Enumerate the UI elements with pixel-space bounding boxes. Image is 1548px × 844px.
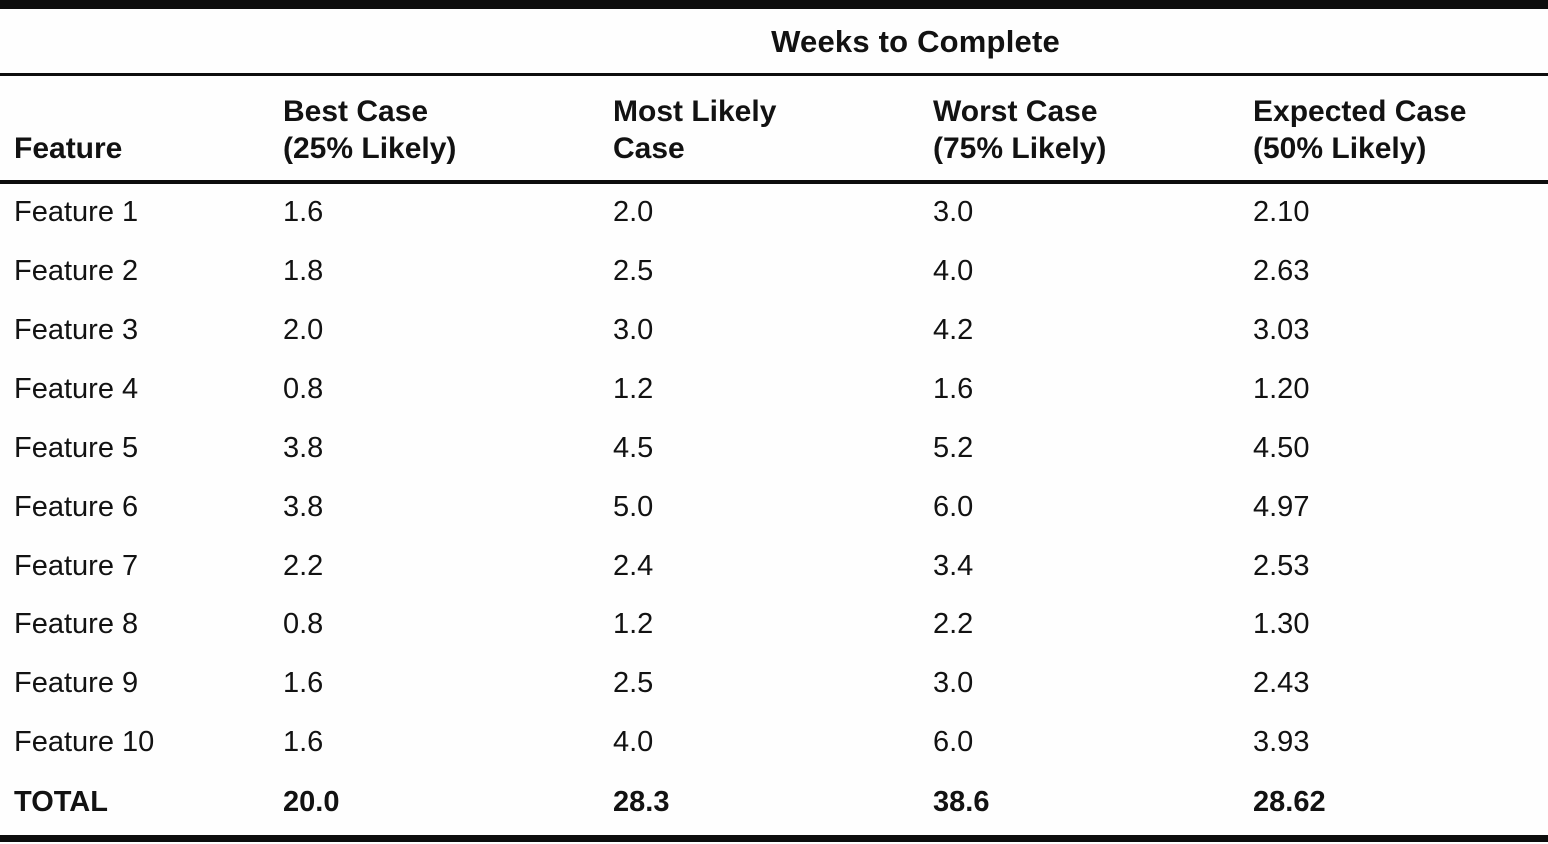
total-worst-case-value: 38.6 (933, 786, 990, 819)
worst-case-value: 4.2 (933, 313, 974, 346)
expected-case-value: 3.03 (1253, 313, 1310, 346)
expected-case-value: 2.63 (1253, 255, 1310, 288)
most-likely-value: 2.5 (613, 255, 654, 288)
table-row: Feature 10 1.6 4.0 6.0 3.93 (0, 714, 1548, 773)
table-title-row: Weeks to Complete (0, 4, 1548, 76)
worst-case-value: 6.0 (933, 490, 974, 523)
table-row: Feature 7 2.2 2.4 3.4 2.53 (0, 538, 1548, 597)
worst-case-value: 4.0 (933, 255, 974, 288)
column-header-most-likely-case: Most Likely Case (613, 74, 933, 185)
table-row: Feature 6 3.8 5.0 6.0 4.97 (0, 479, 1548, 538)
column-header-worst-case: Worst Case (75% Likely) (933, 74, 1253, 185)
table-row: Feature 1 1.6 2.0 3.0 2.10 (0, 182, 1548, 243)
total-label: TOTAL (14, 786, 108, 819)
most-likely-value: 1.2 (613, 608, 654, 641)
best-case-value: 1.6 (283, 726, 324, 759)
table-row: Feature 9 1.6 2.5 3.0 2.43 (0, 655, 1548, 714)
feature-label: Feature 10 (14, 726, 155, 759)
most-likely-value: 5.0 (613, 490, 654, 523)
most-likely-value: 1.2 (613, 372, 654, 405)
most-likely-value: 3.0 (613, 313, 654, 346)
worst-case-value: 3.0 (933, 667, 974, 700)
most-likely-value: 2.4 (613, 549, 654, 582)
best-case-value: 1.8 (283, 255, 324, 288)
worst-case-value: 3.4 (933, 549, 974, 582)
table-row: Feature 4 0.8 1.2 1.6 1.20 (0, 361, 1548, 420)
table-row: Feature 3 2.0 3.0 4.2 3.03 (0, 302, 1548, 361)
table-row-total: TOTAL 20.0 28.3 38.6 28.62 (0, 773, 1548, 838)
feature-label: Feature 5 (14, 431, 139, 464)
total-best-case-value: 20.0 (283, 786, 340, 819)
most-likely-value: 2.5 (613, 667, 654, 700)
feature-label: Feature 1 (14, 196, 139, 229)
most-likely-value: 2.0 (613, 196, 654, 229)
title-spacer-cell (0, 4, 283, 76)
best-case-value: 0.8 (283, 608, 324, 641)
best-case-value: 0.8 (283, 372, 324, 405)
most-likely-value: 4.0 (613, 726, 654, 759)
table-row: Feature 5 3.8 4.5 5.2 4.50 (0, 420, 1548, 479)
best-case-value: 2.0 (283, 313, 324, 346)
table-header-row: Feature Best Case (25% Likely) Most Like… (0, 74, 1548, 185)
feature-label: Feature 4 (14, 372, 139, 405)
best-case-value: 1.6 (283, 667, 324, 700)
feature-label: Feature 8 (14, 608, 139, 641)
expected-case-value: 2.53 (1253, 549, 1310, 582)
expected-case-value: 4.50 (1253, 431, 1310, 464)
total-expected-case-value: 28.62 (1253, 786, 1326, 819)
best-case-value: 3.8 (283, 490, 324, 523)
most-likely-value: 4.5 (613, 431, 654, 464)
column-header-best-case: Best Case (25% Likely) (283, 74, 613, 185)
expected-case-value: 2.10 (1253, 196, 1310, 229)
table-row: Feature 2 1.8 2.5 4.0 2.63 (0, 243, 1548, 302)
worst-case-value: 1.6 (933, 372, 974, 405)
feature-label: Feature 7 (14, 549, 139, 582)
expected-case-value: 2.43 (1253, 667, 1310, 700)
feature-label: Feature 9 (14, 667, 139, 700)
expected-case-value: 4.97 (1253, 490, 1310, 523)
worst-case-value: 5.2 (933, 431, 974, 464)
worst-case-value: 2.2 (933, 608, 974, 641)
expected-case-value: 1.20 (1253, 372, 1310, 405)
feature-label: Feature 6 (14, 490, 139, 523)
table-title: Weeks to Complete (283, 4, 1548, 76)
feature-label: Feature 2 (14, 255, 139, 288)
table-row: Feature 8 0.8 1.2 2.2 1.30 (0, 596, 1548, 655)
best-case-value: 1.6 (283, 196, 324, 229)
best-case-value: 3.8 (283, 431, 324, 464)
best-case-value: 2.2 (283, 549, 324, 582)
worst-case-value: 6.0 (933, 726, 974, 759)
expected-case-value: 3.93 (1253, 726, 1310, 759)
expected-case-value: 1.30 (1253, 608, 1310, 641)
column-header-feature: Feature (0, 74, 283, 185)
worst-case-value: 3.0 (933, 196, 974, 229)
column-header-expected-case: Expected Case (50% Likely) (1253, 74, 1548, 185)
feature-label: Feature 3 (14, 313, 139, 346)
total-most-likely-value: 28.3 (613, 786, 670, 819)
